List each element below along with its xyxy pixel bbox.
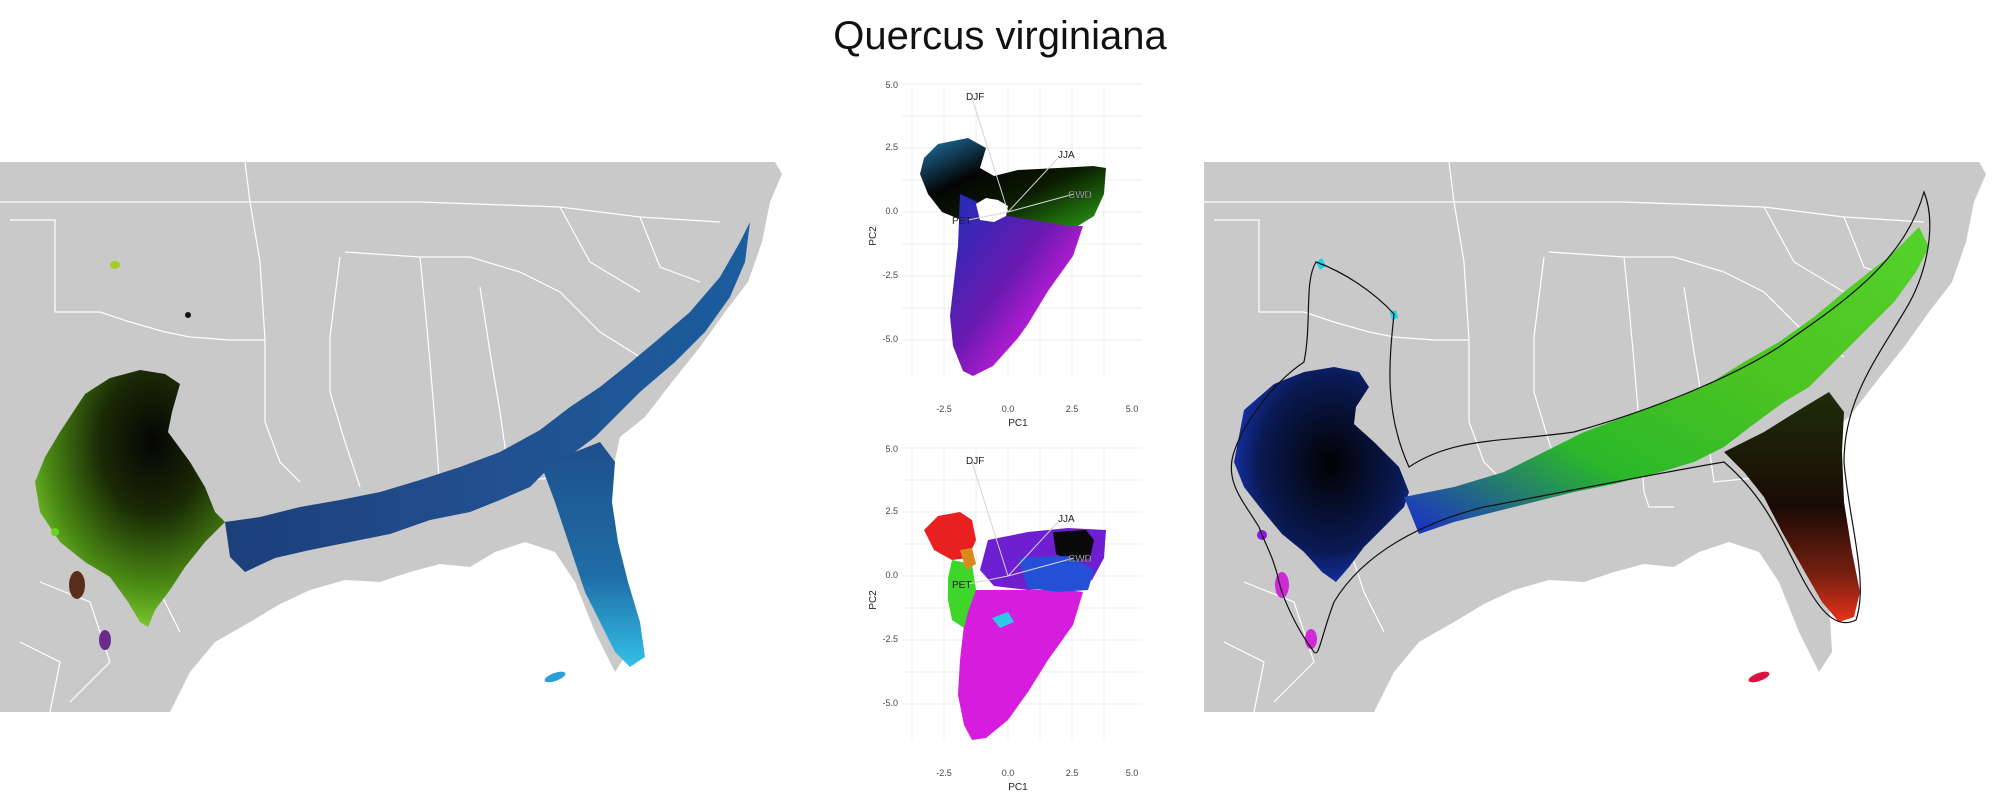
x-tick: 2.5 <box>1066 768 1079 778</box>
texas-distribution <box>1234 367 1409 582</box>
y-axis-label: PC2 <box>868 590 879 610</box>
pca-biplot-bottom: DJF JJA CWD PET 5.0 2.5 0.0 -2.5 -5.0 -2… <box>868 444 1142 793</box>
vector-label-jja: JJA <box>1058 514 1075 525</box>
y-tick: -2.5 <box>882 270 898 280</box>
y-tick: 2.5 <box>885 142 898 152</box>
y-tick: 5.0 <box>885 80 898 90</box>
pca-cluster-red <box>924 512 976 560</box>
y-tick: 2.5 <box>885 506 898 516</box>
x-axis-label: PC1 <box>1008 782 1028 793</box>
x-axis-label: PC1 <box>1008 418 1028 429</box>
coast-distribution <box>1404 227 1929 534</box>
right-range-map <box>1204 162 2000 712</box>
x-tick: 0.0 <box>1002 768 1015 778</box>
outlier-patch <box>69 571 85 599</box>
pca-biplot-top: DJF JJA CWD PET 5.0 2.5 0.0 -2.5 -5.0 -2… <box>868 80 1142 429</box>
x-tick: -2.5 <box>936 404 952 414</box>
pca-point-cloud <box>950 194 1083 376</box>
vector-label-pet: PET <box>952 580 971 591</box>
page-title: Quercus virginiana <box>833 14 1167 58</box>
y-tick: 0.0 <box>885 570 898 580</box>
vector-label-jja: JJA <box>1058 150 1075 161</box>
x-tick: 5.0 <box>1126 404 1139 414</box>
florida-distribution <box>1724 392 1860 622</box>
x-tick: 0.0 <box>1002 404 1015 414</box>
texas-distribution <box>35 370 225 627</box>
pca-cluster-black <box>1053 530 1094 562</box>
loading-vectors <box>967 97 1075 221</box>
y-tick: -5.0 <box>882 334 898 344</box>
outlier-patch <box>1748 671 1770 683</box>
y-tick: -5.0 <box>882 698 898 708</box>
pca-cluster-orange <box>960 548 976 570</box>
loading-vectors <box>967 461 1075 585</box>
range-outline <box>1230 190 1931 654</box>
vector-label-cwd: CWD <box>1068 190 1092 201</box>
y-tick: 0.0 <box>885 206 898 216</box>
florida-distribution <box>540 442 645 667</box>
outlier-patch <box>544 671 566 683</box>
y-tick: -2.5 <box>882 634 898 644</box>
pca-cluster-cyan <box>992 612 1014 628</box>
x-tick: 5.0 <box>1126 768 1139 778</box>
pca-cluster-green <box>948 560 976 628</box>
pca-cluster-magenta <box>958 590 1083 740</box>
y-axis-label: PC2 <box>868 226 879 246</box>
state-borders <box>0 162 721 712</box>
x-tick: 2.5 <box>1066 404 1079 414</box>
pca-cluster-blue <box>1018 556 1094 592</box>
vector-label-cwd: CWD <box>1068 554 1092 565</box>
pca-point-cloud <box>920 138 1106 226</box>
outlier-patch <box>99 630 111 650</box>
y-tick: 5.0 <box>885 444 898 454</box>
outlier-patch <box>1305 629 1317 649</box>
gulf-coast-distribution <box>225 222 750 572</box>
outlier-patch <box>185 312 191 318</box>
vector-label-djf: DJF <box>966 456 984 467</box>
vector-label-djf: DJF <box>966 92 984 103</box>
outlier-patch <box>51 528 59 536</box>
left-range-map <box>0 162 856 712</box>
pca-hole <box>976 198 1008 222</box>
vector-label-pet: PET <box>952 216 971 227</box>
outlier-patch <box>110 261 120 269</box>
x-tick: -2.5 <box>936 768 952 778</box>
